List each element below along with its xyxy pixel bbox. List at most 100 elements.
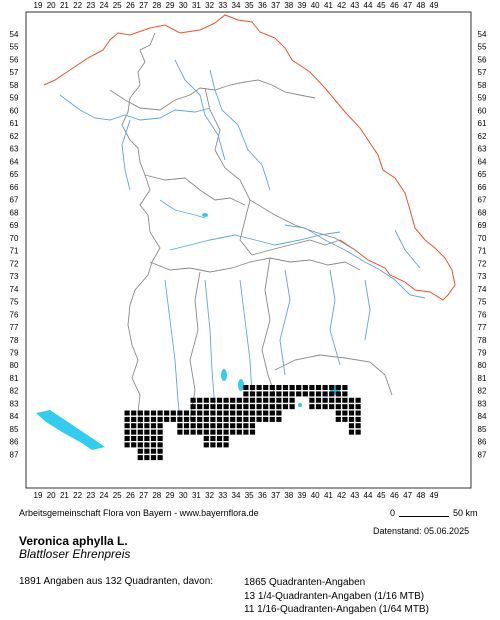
occurrence-dot xyxy=(269,385,275,391)
occurrence-dot xyxy=(216,404,223,410)
occurrence-dot xyxy=(282,385,289,391)
occurrence-dot xyxy=(342,410,348,416)
occurrence-dot xyxy=(355,429,361,435)
occurrence-dot xyxy=(329,385,335,391)
occurrence-dot xyxy=(150,416,157,422)
occurrence-dot xyxy=(256,416,262,422)
occurrence-dot xyxy=(230,404,236,410)
occurrence-dot xyxy=(309,404,315,410)
occurrence-dot xyxy=(348,397,355,403)
occurrence-dot xyxy=(223,429,229,435)
occurrence-dot xyxy=(236,410,242,416)
occurrence-dot xyxy=(276,397,282,403)
occurrence-dot xyxy=(157,410,163,416)
occurrence-dot xyxy=(249,429,256,435)
occurrence-dot xyxy=(223,442,229,448)
occurrence-dot xyxy=(243,416,249,422)
occurrence-dot xyxy=(256,404,262,410)
y-label-left: 56 xyxy=(10,55,19,64)
species-name: Veronica aphylla L. xyxy=(19,534,128,548)
x-label-bottom: 24 xyxy=(100,491,109,500)
occurrence-dot xyxy=(197,397,203,403)
occurrence-dot xyxy=(157,429,163,435)
y-label-left: 81 xyxy=(10,374,19,383)
count-sixteenth-quadrant: 11 1/16-Quadranten-Angaben (1/64 MTB) xyxy=(244,604,429,615)
x-label-bottom: 44 xyxy=(364,491,373,500)
occurrence-dot xyxy=(243,385,249,391)
occurrence-dot xyxy=(216,397,223,403)
occurrence-dot xyxy=(230,410,236,416)
x-label-bottom: 35 xyxy=(245,491,254,500)
occurrence-dot xyxy=(282,391,289,397)
occurrence-dot xyxy=(131,429,137,435)
occurrence-dot xyxy=(216,429,223,435)
x-label-top: 27 xyxy=(139,1,148,10)
y-label-right: 66 xyxy=(478,183,487,192)
occurrence-dot xyxy=(183,416,190,422)
occurrence-dot xyxy=(348,404,355,410)
y-label-left: 64 xyxy=(10,157,19,166)
y-label-right: 83 xyxy=(478,399,487,408)
occurrence-dot xyxy=(157,423,163,429)
credit-text: Arbeitsgemeinschaft Flora von Bayern - w… xyxy=(19,508,259,518)
occurrence-dot xyxy=(230,429,236,435)
x-label-bottom: 31 xyxy=(192,491,201,500)
occurrence-dot xyxy=(144,429,150,435)
occurrence-dot xyxy=(157,442,163,448)
occurrence-dot xyxy=(296,385,302,391)
occurrence-dot xyxy=(263,410,269,416)
x-label-top: 39 xyxy=(298,1,307,10)
common-name: Blattloser Ehrenpreis xyxy=(19,547,131,561)
occurrence-dot xyxy=(170,416,176,422)
district-boundaries xyxy=(109,32,393,429)
occurrence-dot xyxy=(348,429,355,435)
occurrence-dot xyxy=(144,423,150,429)
y-label-left: 54 xyxy=(10,30,19,39)
occurrence-dot xyxy=(203,429,209,435)
occurrence-dot xyxy=(197,410,203,416)
occurrence-dot xyxy=(335,416,341,422)
x-label-top: 24 xyxy=(100,1,109,10)
y-label-left: 78 xyxy=(10,336,19,345)
occurrence-dot xyxy=(230,416,236,422)
occurrence-dot xyxy=(329,397,335,403)
occurrence-dot xyxy=(210,435,216,441)
occurrence-dot xyxy=(150,429,157,435)
occurrence-dot xyxy=(216,416,223,422)
occurrence-dot xyxy=(131,410,137,416)
occurrence-dot xyxy=(190,410,196,416)
occurrence-dot xyxy=(249,410,256,416)
x-label-top: 42 xyxy=(337,1,346,10)
occurrence-dot xyxy=(177,423,183,429)
occurrence-dot xyxy=(223,404,229,410)
occurrence-dot xyxy=(216,410,223,416)
x-label-top: 43 xyxy=(350,1,359,10)
occurrence-dot xyxy=(289,385,295,391)
occurrence-dot xyxy=(197,404,203,410)
occurrence-dot xyxy=(223,410,229,416)
occurrence-dot xyxy=(249,385,256,391)
occurrence-dot xyxy=(309,397,315,403)
y-label-left: 73 xyxy=(10,272,19,281)
occurrence-dot xyxy=(203,423,209,429)
y-label-right: 64 xyxy=(478,157,487,166)
x-label-top: 19 xyxy=(34,1,43,10)
x-label-bottom: 34 xyxy=(232,491,241,500)
x-label-bottom: 36 xyxy=(258,491,267,500)
y-label-left: 67 xyxy=(10,196,19,205)
occurrence-dot xyxy=(137,435,143,441)
occurrence-dot xyxy=(289,404,295,410)
x-label-top: 37 xyxy=(271,1,280,10)
x-label-bottom: 48 xyxy=(416,491,425,500)
occurrence-dot xyxy=(289,391,295,397)
occurrence-dot xyxy=(124,442,130,448)
occurrence-dot xyxy=(177,429,183,435)
occurrence-dot xyxy=(124,410,130,416)
y-label-right: 84 xyxy=(478,412,487,421)
x-label-top: 36 xyxy=(258,1,267,10)
occurrence-dot xyxy=(164,410,170,416)
x-label-top: 28 xyxy=(152,1,161,10)
occurrence-dot xyxy=(256,410,262,416)
y-label-left: 79 xyxy=(10,349,19,358)
occurrence-dot xyxy=(355,423,361,429)
